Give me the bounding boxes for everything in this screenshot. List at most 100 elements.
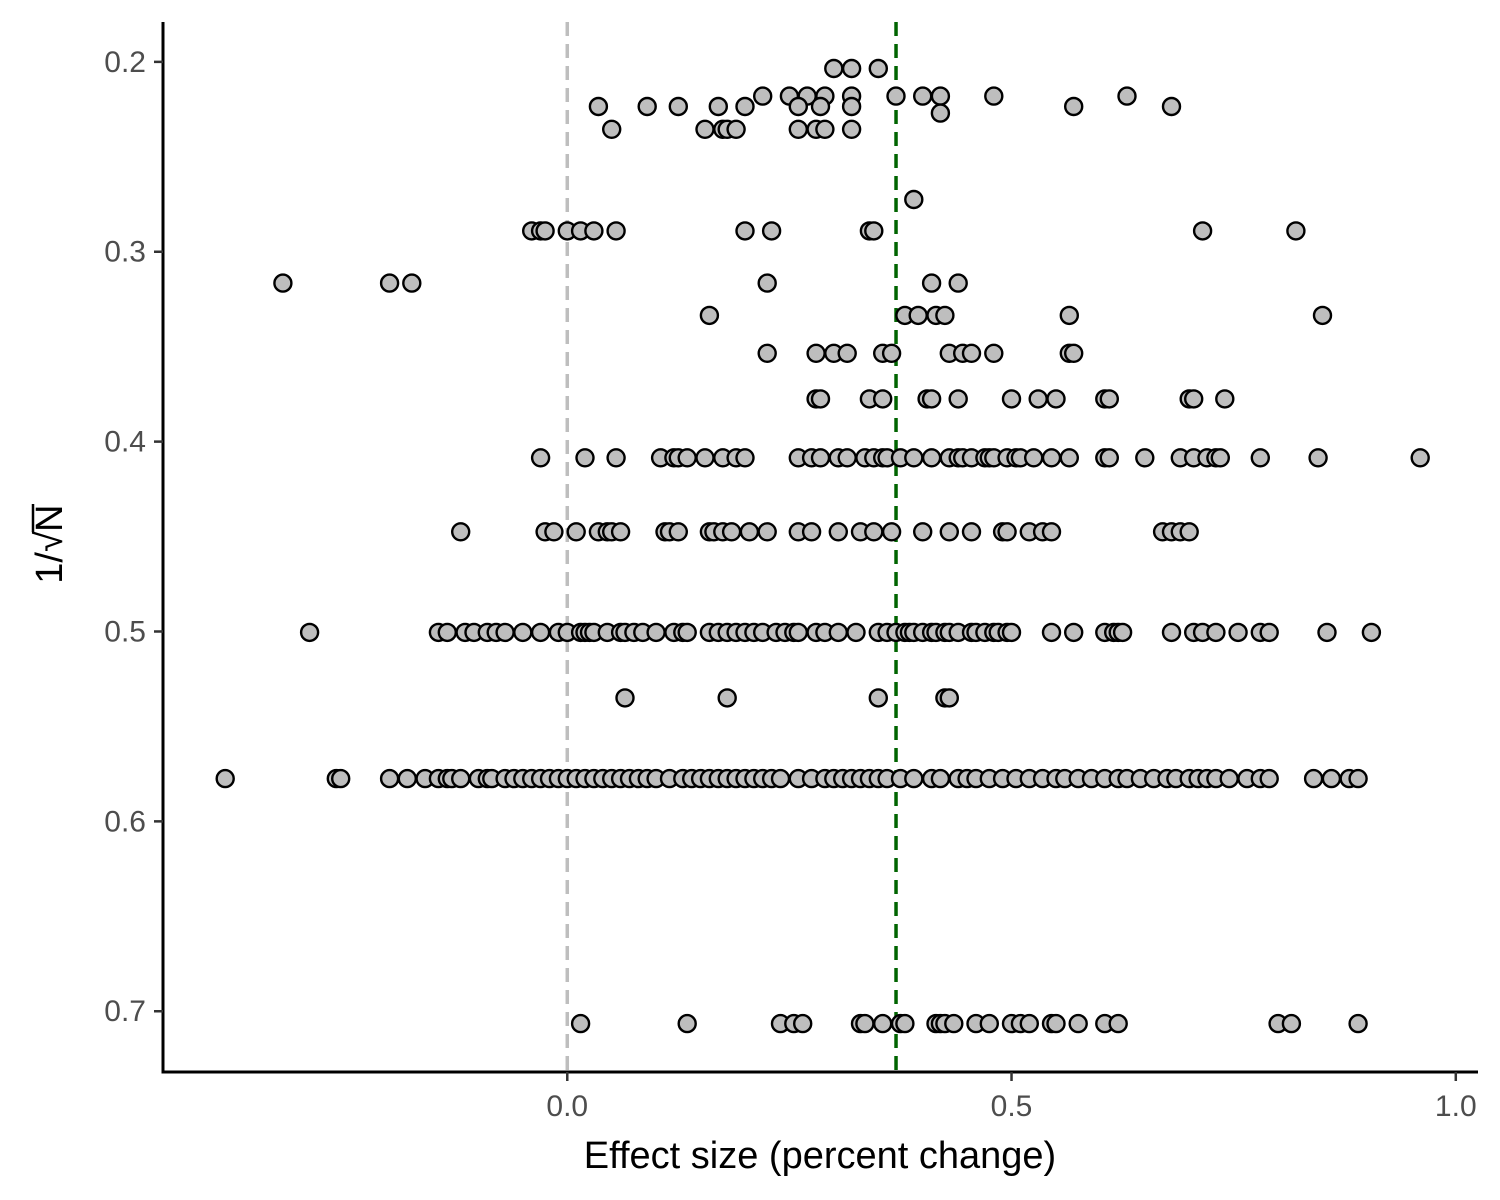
data-point: [788, 96, 808, 117]
data-point: [864, 522, 884, 542]
y-tick-label: 0.6: [104, 805, 146, 838]
data-point: [1108, 1013, 1128, 1034]
x-axis-title: Effect size (percent change): [584, 1135, 1056, 1177]
data-point: [939, 688, 959, 708]
data-point: [944, 1013, 964, 1034]
data-point: [1135, 448, 1155, 468]
data-point: [921, 389, 942, 409]
data-point: [606, 221, 626, 241]
data-point: [873, 1013, 893, 1034]
y-tick-label: 0.4: [104, 426, 146, 459]
data-point: [904, 189, 924, 210]
data-point: [677, 622, 697, 643]
data-point: [846, 622, 866, 643]
data-point: [1046, 1013, 1066, 1034]
y-axis-title-prefix: 1/: [29, 552, 71, 584]
y-tick-label: 0.7: [104, 995, 146, 1028]
data-point: [495, 622, 515, 643]
data-point: [757, 273, 777, 293]
data-point: [1321, 768, 1342, 789]
data-point: [646, 622, 666, 643]
data-point: [904, 768, 924, 789]
data-point: [1161, 622, 1182, 643]
data-point: [864, 221, 884, 241]
data-point: [761, 221, 782, 241]
data-point: [1023, 448, 1044, 468]
data-point: [837, 343, 857, 363]
data-point: [606, 448, 626, 468]
data-point: [708, 96, 728, 117]
data-point: [1001, 389, 1022, 409]
data-point: [735, 96, 755, 117]
data-point: [695, 448, 715, 468]
data-point: [948, 389, 968, 409]
data-point: [437, 622, 457, 643]
data-point: [828, 522, 848, 542]
x-axis-ticks: 0.0 0.5 1.0: [546, 1072, 1477, 1123]
data-point: [1410, 448, 1430, 468]
data-point: [868, 58, 888, 79]
data-point: [668, 96, 688, 117]
data-point: [921, 273, 942, 293]
data-point: [735, 448, 755, 468]
data-points: [215, 58, 1430, 1034]
y-axis-title: 1/ √ N: [29, 504, 71, 584]
data-point: [1112, 622, 1133, 643]
data-point: [1063, 622, 1084, 643]
data-point: [588, 96, 609, 117]
data-point: [1041, 622, 1062, 643]
data-point: [615, 688, 635, 708]
data-point: [1361, 622, 1382, 643]
data-point: [1068, 1013, 1088, 1034]
data-point: [721, 522, 742, 542]
data-point: [935, 305, 955, 326]
data-point: [1308, 448, 1328, 468]
data-point: [1001, 622, 1022, 643]
data-point: [824, 58, 844, 79]
data-point: [881, 522, 902, 542]
data-point: [793, 1013, 813, 1034]
data-point: [535, 221, 555, 241]
data-point: [726, 119, 746, 140]
y-axis-title-radical: √: [29, 531, 71, 552]
data-point: [1259, 768, 1279, 789]
data-point: [997, 522, 1017, 542]
data-point: [806, 343, 826, 363]
data-point: [913, 86, 933, 106]
data-point: [908, 305, 928, 326]
x-tick-label: 1.0: [1435, 1090, 1477, 1123]
data-point: [815, 119, 835, 140]
data-point: [984, 343, 1004, 363]
data-point: [1019, 1013, 1040, 1034]
data-point: [402, 273, 422, 293]
data-point: [1259, 622, 1279, 643]
data-point: [930, 86, 951, 106]
data-point: [610, 522, 631, 542]
data-point: [451, 522, 471, 542]
data-point: [273, 273, 293, 293]
data-point: [801, 522, 822, 542]
data-point: [570, 1013, 591, 1034]
data-point: [1117, 86, 1137, 106]
data-point: [873, 389, 893, 409]
data-point: [828, 622, 848, 643]
data-point: [1281, 1013, 1302, 1034]
data-point: [379, 768, 400, 789]
data-point: [739, 522, 760, 542]
data-point: [1063, 96, 1084, 117]
data-point: [717, 688, 737, 708]
data-point: [1192, 221, 1213, 241]
data-point: [886, 86, 906, 106]
data-point: [1348, 768, 1368, 789]
data-point: [1028, 389, 1048, 409]
data-point: [868, 688, 888, 708]
x-tick-label: 0.0: [546, 1090, 588, 1123]
data-point: [788, 622, 808, 643]
data-point: [735, 221, 755, 241]
data-point: [939, 522, 959, 542]
y-axis-ticks: 0.2 0.3 0.4 0.5 0.6 0.7: [104, 46, 163, 1028]
data-point: [930, 768, 951, 789]
data-point: [513, 622, 533, 643]
data-point: [921, 448, 942, 468]
